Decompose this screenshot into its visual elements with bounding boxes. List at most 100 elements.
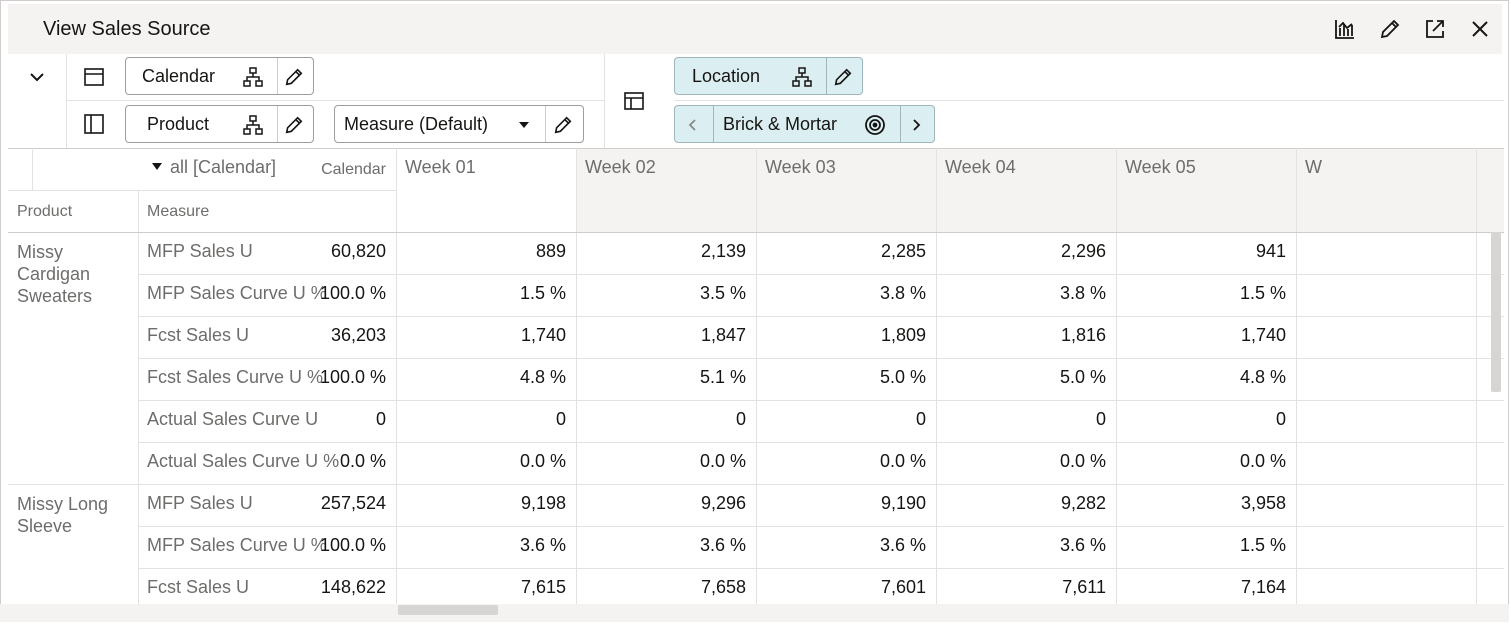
table-cell[interactable]: 9,190 xyxy=(880,493,926,513)
table-cell[interactable]: 3.5 % xyxy=(699,283,746,303)
table-cell[interactable]: 257,524 xyxy=(320,493,386,513)
table-cell[interactable]: 9,296 xyxy=(700,493,746,513)
measure-row-header[interactable]: Actual Sales Curve U xyxy=(147,409,319,429)
table-cell[interactable]: 2,285 xyxy=(880,241,926,261)
location-value-pager[interactable]: Brick & Mortar xyxy=(674,105,935,143)
table-cell[interactable]: 7,611 xyxy=(1062,577,1106,597)
table-cell[interactable]: 0 xyxy=(735,409,746,429)
table-cell[interactable]: 1,740 xyxy=(520,325,566,345)
pencil-icon[interactable] xyxy=(283,114,305,136)
table-cell[interactable]: 1,816 xyxy=(1060,325,1106,345)
table-cell[interactable]: 2,296 xyxy=(1060,241,1106,261)
table-cell[interactable]: 9,282 xyxy=(1060,493,1106,513)
table-cell[interactable]: 100.0 % xyxy=(319,535,386,555)
product-row-header[interactable]: Missy Long Sleeve xyxy=(17,494,109,536)
column-header-1[interactable]: Week 01 xyxy=(405,157,476,177)
location-dimension-pill[interactable]: Location xyxy=(674,57,863,95)
table-cell[interactable]: 0 xyxy=(1095,409,1106,429)
bar-chart-icon[interactable] xyxy=(1332,16,1358,42)
table-cell[interactable]: 889 xyxy=(535,241,566,261)
table-cell[interactable]: 3.6 % xyxy=(699,535,746,555)
table-cell[interactable]: 5.1 % xyxy=(699,367,746,387)
table-cell[interactable]: 0.0 % xyxy=(339,451,386,471)
table-cell[interactable]: 148,622 xyxy=(320,577,386,597)
pencil-icon[interactable] xyxy=(832,66,854,88)
hierarchy-icon[interactable] xyxy=(242,66,264,88)
measure-dropdown[interactable]: Measure (Default) xyxy=(334,105,584,143)
table-cell[interactable]: 3.6 % xyxy=(1059,535,1106,555)
table-cell[interactable]: 3.8 % xyxy=(879,283,926,303)
table-cell[interactable]: 36,203 xyxy=(330,325,386,345)
table-cell[interactable]: 9,198 xyxy=(520,493,566,513)
table-cell[interactable]: 1,847 xyxy=(700,325,746,345)
measure-row-header[interactable]: MFP Sales Curve U % xyxy=(147,535,327,555)
hierarchy-icon[interactable] xyxy=(242,114,264,136)
product-dimension-pill[interactable]: Product xyxy=(125,105,314,143)
table-cell[interactable]: 0 xyxy=(555,409,566,429)
table-cell[interactable]: 1.5 % xyxy=(1239,283,1286,303)
page-layout-icon xyxy=(621,88,647,114)
chevron-left-icon[interactable] xyxy=(682,114,704,136)
table-cell[interactable]: 7,601 xyxy=(880,577,926,597)
table-cell[interactable]: 1.5 % xyxy=(519,283,566,303)
chevron-down-icon[interactable] xyxy=(24,64,50,90)
column-header-2[interactable]: Week 02 xyxy=(585,157,656,177)
grid-line xyxy=(1296,148,1297,606)
table-cell[interactable]: 4.8 % xyxy=(1239,367,1286,387)
table-cell[interactable]: 2,139 xyxy=(700,241,746,261)
table-cell[interactable]: 60,820 xyxy=(330,241,386,261)
product-row-header[interactable]: Missy Cardigan Sweaters xyxy=(17,242,93,306)
column-header-6[interactable]: W xyxy=(1305,157,1322,177)
caret-down-icon[interactable] xyxy=(513,114,535,136)
table-cell[interactable]: 100.0 % xyxy=(319,283,386,303)
pencil-icon[interactable] xyxy=(283,66,305,88)
close-icon[interactable] xyxy=(1467,16,1493,42)
calendar-dimension-pill[interactable]: Calendar xyxy=(125,57,314,95)
measure-row-header[interactable]: Fcst Sales Curve U % xyxy=(147,367,324,387)
table-cell[interactable]: 0.0 % xyxy=(699,451,746,471)
measure-row-header[interactable]: Fcst Sales U xyxy=(147,577,250,597)
table-cell[interactable]: 3,958 xyxy=(1240,493,1286,513)
data-grid: Calendar Product Measure all [Calendar] Week… xyxy=(8,148,1504,606)
table-cell[interactable]: 0.0 % xyxy=(879,451,926,471)
table-cell[interactable]: 0.0 % xyxy=(1239,451,1286,471)
table-cell[interactable]: 7,615 xyxy=(520,577,566,597)
column-header-0[interactable]: all [Calendar] xyxy=(170,157,277,177)
vertical-scrollbar[interactable] xyxy=(1491,232,1501,392)
table-cell[interactable]: 0 xyxy=(915,409,926,429)
measure-row-header[interactable]: Actual Sales Curve U % xyxy=(147,451,340,471)
table-cell[interactable]: 941 xyxy=(1255,241,1286,261)
table-cell[interactable]: 100.0 % xyxy=(319,367,386,387)
table-cell[interactable]: 1,740 xyxy=(1240,325,1286,345)
table-cell[interactable]: 3.8 % xyxy=(1059,283,1106,303)
table-cell[interactable]: 3.6 % xyxy=(519,535,566,555)
table-cell[interactable]: 7,658 xyxy=(700,577,746,597)
table-cell[interactable]: 5.0 % xyxy=(1059,367,1106,387)
hierarchy-icon[interactable] xyxy=(791,66,813,88)
table-cell[interactable]: 5.0 % xyxy=(879,367,926,387)
table-cell[interactable]: 3.6 % xyxy=(879,535,926,555)
table-cell[interactable]: 1,809 xyxy=(880,325,926,345)
column-header-3[interactable]: Week 03 xyxy=(765,157,836,177)
measure-row-header[interactable]: MFP Sales U xyxy=(147,241,253,261)
pencil-icon[interactable] xyxy=(1377,16,1403,42)
expand-icon[interactable] xyxy=(1422,16,1448,42)
measure-row-header[interactable]: MFP Sales U xyxy=(147,493,253,513)
table-cell[interactable]: 7,164 xyxy=(1240,577,1286,597)
horizontal-scrollbar[interactable] xyxy=(398,605,498,615)
measure-row-header[interactable]: MFP Sales Curve U % xyxy=(147,283,327,303)
grid-line xyxy=(138,442,1504,443)
column-header-4[interactable]: Week 04 xyxy=(945,157,1016,177)
table-cell[interactable]: 0 xyxy=(1275,409,1286,429)
table-cell[interactable]: 4.8 % xyxy=(519,367,566,387)
table-cell[interactable]: 0.0 % xyxy=(1059,451,1106,471)
target-icon[interactable] xyxy=(864,114,886,136)
chevron-right-icon[interactable] xyxy=(905,114,927,136)
table-cell[interactable]: 0.0 % xyxy=(519,451,566,471)
column-header-5[interactable]: Week 05 xyxy=(1125,157,1196,177)
table-cell[interactable]: 0 xyxy=(375,409,386,429)
pencil-icon[interactable] xyxy=(552,114,574,136)
measure-row-header[interactable]: Fcst Sales U xyxy=(147,325,250,345)
caret-down-icon[interactable] xyxy=(152,163,162,170)
table-cell[interactable]: 1.5 % xyxy=(1239,535,1286,555)
